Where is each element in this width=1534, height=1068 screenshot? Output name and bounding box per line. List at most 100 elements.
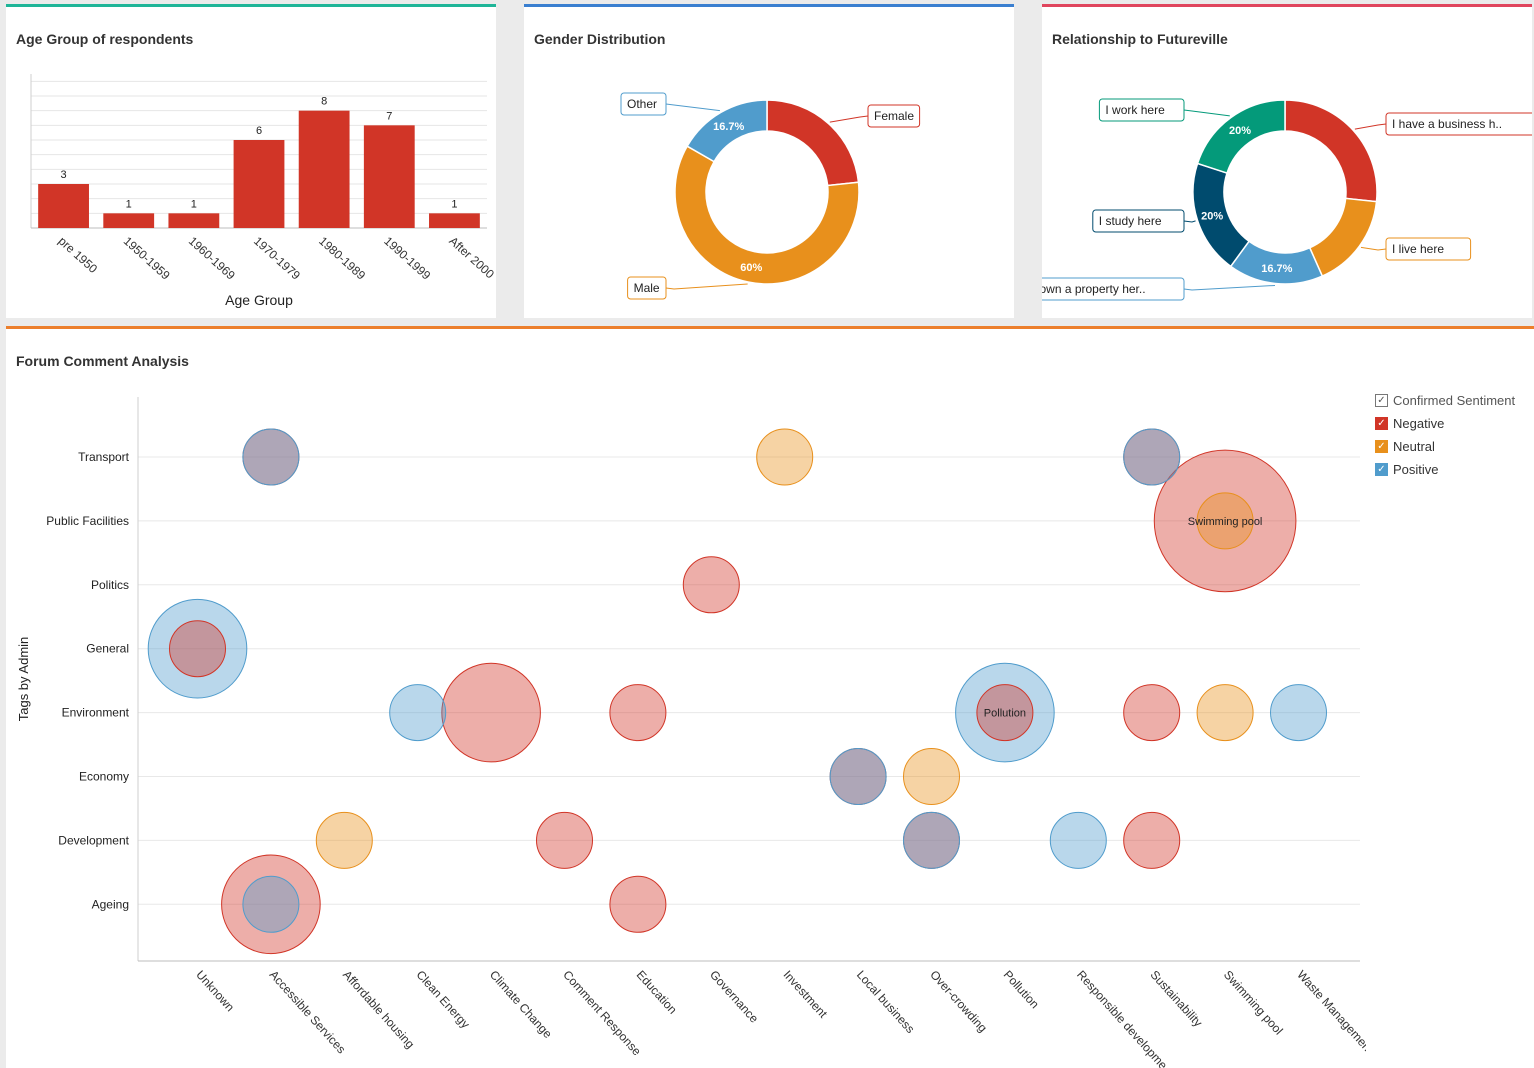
callout-line xyxy=(665,103,720,112)
age-chart-title: Age Group of respondents xyxy=(16,31,194,47)
pie-slice xyxy=(766,99,860,187)
age-bar xyxy=(103,213,155,228)
x-tick-label: Swimming pool xyxy=(1221,968,1286,1038)
relationship-panel: Relationship to Futureville I have a bus… xyxy=(1042,4,1532,318)
callout-label: I have a business h.. xyxy=(1392,117,1502,131)
bubble xyxy=(1153,449,1297,593)
legend-title-row[interactable]: ✓ Confirmed Sentiment xyxy=(1375,389,1515,412)
x-tick-label: Unknown xyxy=(193,968,237,1015)
bubble xyxy=(1123,684,1181,742)
bubble xyxy=(1123,811,1181,869)
sentiment-legend: ✓ Confirmed Sentiment ✓ Negative ✓ Neutr… xyxy=(1375,389,1515,481)
bubble xyxy=(147,598,248,699)
legend-item-positive[interactable]: ✓ Positive xyxy=(1375,458,1515,481)
bubble xyxy=(1196,684,1254,742)
pie-slice xyxy=(1284,99,1378,203)
legend-label: Neutral xyxy=(1393,439,1435,454)
x-tick-label: 1960-1969 xyxy=(186,234,238,283)
callout-label: Male xyxy=(634,281,660,295)
x-tick-label: Affordable housing xyxy=(340,968,417,1052)
bubble xyxy=(829,748,887,805)
x-tick-label: 1980-1989 xyxy=(316,234,368,283)
x-tick-label: Accessible Services xyxy=(267,968,349,1057)
callout-box xyxy=(1092,209,1185,233)
callout-box xyxy=(867,104,921,128)
x-tick-label: Pollution xyxy=(1001,968,1042,1012)
age-bar xyxy=(233,140,285,228)
bubble xyxy=(609,684,667,742)
relationship-chart-title: Relationship to Futureville xyxy=(1052,31,1228,47)
callout-label: I study here xyxy=(1099,214,1162,228)
slice-callout: Male xyxy=(627,276,748,300)
legend-item-neutral[interactable]: ✓ Neutral xyxy=(1375,435,1515,458)
callout-line xyxy=(1183,109,1230,117)
forum-chart-title: Forum Comment Analysis xyxy=(16,353,189,369)
callout-box xyxy=(1042,277,1185,301)
bar-value-label: 7 xyxy=(386,110,392,122)
check-icon: ✓ xyxy=(1375,394,1388,407)
x-axis-title: Age Group xyxy=(225,292,293,308)
forum-panel: Forum Comment Analysis Ageing Development… xyxy=(6,326,1534,1068)
callout-label: Other xyxy=(627,97,657,111)
y-tick-label: Public Facilities xyxy=(46,514,129,528)
bar-value-label: 8 xyxy=(321,96,327,108)
legend-label: Negative xyxy=(1393,416,1445,431)
forum-bubble-chart: Ageing Development Economy Environment Gener… xyxy=(16,397,1366,1068)
callout-line xyxy=(1354,123,1387,130)
x-tick-label: Waste Management xyxy=(1294,968,1366,1057)
slice-pct-label: 20% xyxy=(1201,211,1223,223)
bar-value-label: 1 xyxy=(451,198,457,210)
x-tick-label: Local business xyxy=(854,968,918,1036)
slice-pct-label: 60% xyxy=(740,262,762,274)
bar-value-label: 1 xyxy=(191,198,197,210)
bubble-label: Pollution xyxy=(984,708,1026,720)
y-tick-label: Ageing xyxy=(92,897,129,911)
gender-donut-chart: Female 60% Male 16.7% Other xyxy=(620,92,921,300)
legend-item-negative[interactable]: ✓ Negative xyxy=(1375,412,1515,435)
bubble xyxy=(903,811,960,869)
callout-line xyxy=(1183,284,1276,291)
x-tick-label: 1970-1979 xyxy=(251,234,303,283)
callout-label: I own a property her.. xyxy=(1042,282,1146,296)
bubble xyxy=(536,811,593,869)
pie-slice xyxy=(686,99,768,163)
y-axis-title: Tags by Admin xyxy=(16,637,31,722)
bubble xyxy=(903,748,960,805)
slice-pct-label: 20% xyxy=(1229,125,1251,137)
callout-line xyxy=(665,283,748,290)
bar-value-label: 1 xyxy=(126,198,132,210)
bubble xyxy=(389,684,447,742)
y-tick-label: General xyxy=(86,642,129,656)
x-tick-label: After 2000 xyxy=(446,234,496,282)
bubble xyxy=(756,428,814,486)
callout-line xyxy=(1183,220,1196,223)
x-tick-label: Comment Response xyxy=(560,968,644,1059)
slice-callout: I live here xyxy=(1360,237,1472,261)
y-tick-label: Development xyxy=(58,833,129,847)
legend-label: Positive xyxy=(1393,462,1439,477)
slice-pct-label: 16.7% xyxy=(713,121,744,133)
check-icon: ✓ xyxy=(1375,463,1388,476)
check-icon: ✓ xyxy=(1375,440,1388,453)
y-tick-label: Politics xyxy=(91,578,129,592)
x-tick-label: Sustainability xyxy=(1147,968,1205,1030)
age-bar-chart: 3 pre 1950 1 1950-1959 1 1960-1969 6 1970-1979 8… xyxy=(30,74,496,308)
slice-callout: Other xyxy=(620,92,720,116)
pie-slice xyxy=(1196,99,1286,175)
bubble xyxy=(955,662,1055,763)
bubble xyxy=(1196,492,1254,550)
bubble-label: Swimming pool xyxy=(1188,516,1263,528)
x-tick-label: 1990-1999 xyxy=(381,234,433,283)
bubble xyxy=(441,662,541,763)
relationship-donut-chart: I have a business h.. I live here 16.7% I o… xyxy=(1042,98,1532,301)
slice-callout: Female xyxy=(829,104,921,128)
callout-label: I work here xyxy=(1105,103,1165,117)
bubble xyxy=(1270,684,1327,742)
slice-callout: I study here xyxy=(1092,209,1196,233)
callout-box xyxy=(1098,98,1185,122)
x-tick-label: 1950-1959 xyxy=(121,234,173,283)
x-tick-label: Education xyxy=(634,968,680,1017)
x-tick-label: Governance xyxy=(707,968,761,1026)
callout-box xyxy=(1385,237,1472,261)
slice-pct-label: 16.7% xyxy=(1261,263,1292,275)
